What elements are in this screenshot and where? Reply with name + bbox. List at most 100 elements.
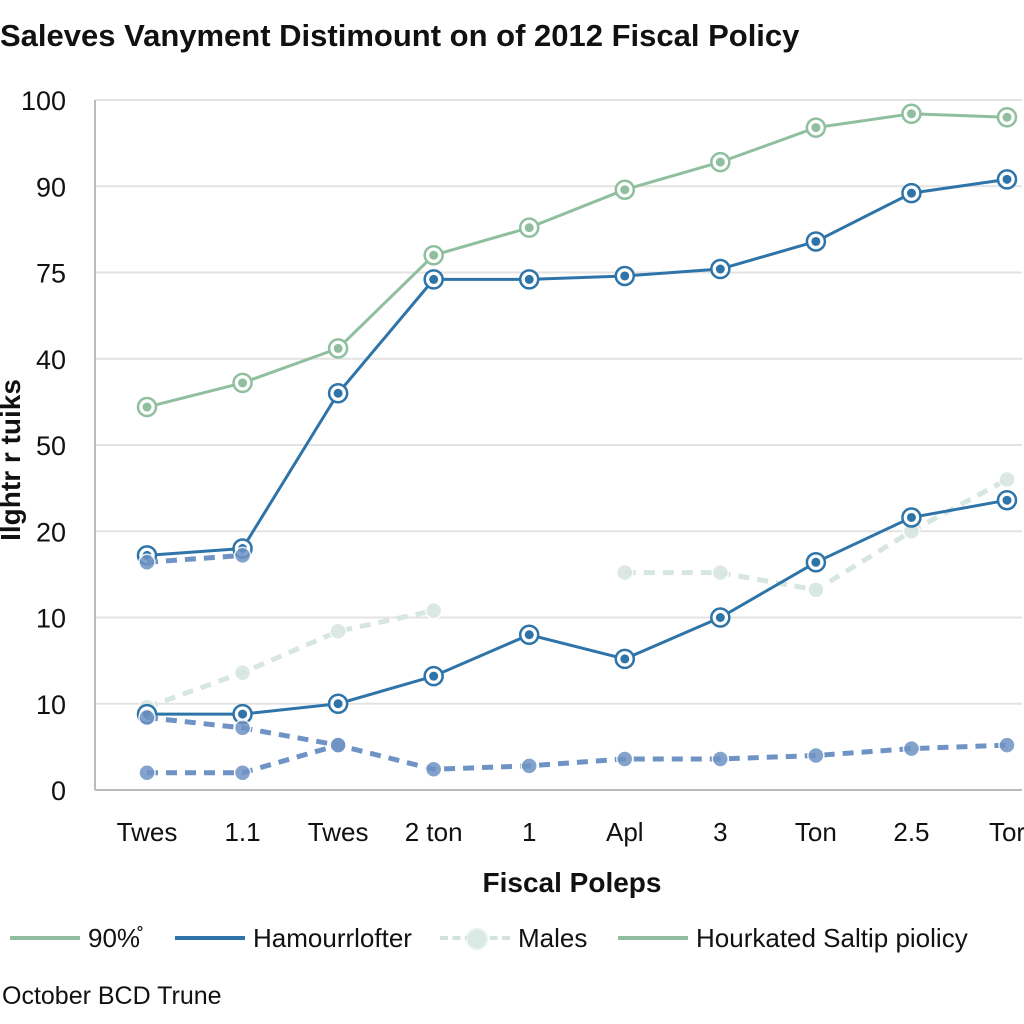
data-point-core xyxy=(238,378,248,388)
data-point-core xyxy=(620,271,630,281)
data-point xyxy=(902,739,921,758)
x-tick-label: 1 xyxy=(522,817,536,847)
data-point xyxy=(233,546,252,565)
data-point-core xyxy=(715,157,725,167)
data-point xyxy=(711,750,730,768)
data-point xyxy=(233,719,252,737)
legend-label: Hourkated Saltip piolicy xyxy=(696,922,968,953)
data-point-core xyxy=(715,264,725,274)
legend-item-90: 90%̊ xyxy=(10,918,140,958)
legend-item-hamourrlofter: Hamourrlofter xyxy=(175,918,412,958)
x-tick-label: 3 xyxy=(713,817,727,847)
footer-note: October BCD Trune xyxy=(2,982,222,1010)
data-point xyxy=(329,736,347,754)
grid xyxy=(95,99,1022,791)
data-point xyxy=(711,563,730,582)
legend-label: Hamourrlofter xyxy=(253,922,412,953)
y-tick-label: 75 xyxy=(36,259,66,289)
x-tick-label: Twes xyxy=(117,817,178,847)
legend-swatch-dot xyxy=(440,926,510,950)
data-point xyxy=(998,470,1016,489)
y-tick-label: 90 xyxy=(36,172,66,202)
x-tick-label: Ton xyxy=(795,817,837,847)
data-point-core xyxy=(620,654,630,664)
data-point-core xyxy=(333,699,343,709)
data-point-core xyxy=(906,109,916,119)
y-axis-ticks: 0 10 10 20 50 40 75 90 100 xyxy=(21,86,66,806)
data-point-core xyxy=(811,236,821,246)
data-point-core xyxy=(906,512,916,522)
series-90- xyxy=(136,103,1018,418)
series-line xyxy=(146,112,1008,409)
x-tick-label: Apl xyxy=(606,817,644,847)
series-males xyxy=(138,470,1016,716)
data-point xyxy=(616,563,634,582)
x-tick-label: 1.1 xyxy=(224,817,260,847)
legend-label: 90%̊ xyxy=(88,922,141,953)
data-point-core xyxy=(1002,495,1012,505)
data-point-core xyxy=(333,388,343,398)
legend-item-males: Males xyxy=(440,918,587,958)
data-point-core xyxy=(715,613,725,622)
data-point xyxy=(424,760,443,779)
data-point xyxy=(233,663,252,682)
data-point-core xyxy=(524,630,534,640)
data-point-core xyxy=(906,188,916,198)
data-point xyxy=(329,622,347,641)
y-tick-label: 100 xyxy=(21,86,66,116)
y-tick-label: 10 xyxy=(36,604,66,634)
data-point-core xyxy=(524,223,534,233)
data-point-core xyxy=(620,185,630,195)
legend-label: Males xyxy=(518,922,588,953)
series-dashed-upper xyxy=(138,546,252,572)
series-line xyxy=(624,477,1009,593)
data-point xyxy=(616,750,634,768)
data-point xyxy=(998,736,1016,754)
data-point-core xyxy=(429,671,439,681)
data-point-core xyxy=(333,343,343,353)
data-point-core xyxy=(429,274,439,284)
legend-swatch-green-line xyxy=(618,936,688,940)
x-tick-label: Tor xyxy=(989,817,1024,847)
y-axis-label: Ilghtr r tuiks xyxy=(0,379,26,541)
data-point xyxy=(233,764,252,782)
data-point xyxy=(424,601,443,620)
data-point-core xyxy=(238,709,248,719)
chart-title: Saleves Vanyment Distimount on of 2012 F… xyxy=(0,18,800,53)
legend-item-hourkated: Hourkated Saltip piolicy xyxy=(618,918,968,958)
y-tick-label: 0 xyxy=(51,776,66,806)
x-axis-ticks: Twes 1.1 Twes 2 ton 1 Apl 3 Ton 2.5 Tor xyxy=(117,817,1024,847)
legend: 90%̊ Hamourrlofter Males Hourkated Salti… xyxy=(0,918,1024,958)
data-point xyxy=(520,757,538,775)
data-point xyxy=(807,746,825,765)
series-line xyxy=(147,742,1008,776)
legend-swatch-blue-line xyxy=(175,936,245,940)
data-point xyxy=(138,553,156,572)
data-point-core xyxy=(1002,112,1012,122)
series-hamourrlofter xyxy=(136,169,1018,566)
data-point-core xyxy=(429,250,439,260)
series-line xyxy=(146,177,1008,557)
data-point-core xyxy=(1002,174,1012,184)
x-tick-label: 2 ton xyxy=(405,817,463,847)
series-hourkated-saltip-piolicy xyxy=(136,489,1018,725)
series-line xyxy=(147,498,1008,716)
x-axis-label: Fiscal Poleps xyxy=(483,867,662,898)
y-tick-label: 40 xyxy=(36,345,66,375)
data-point-core xyxy=(811,123,821,133)
series-line xyxy=(146,552,243,565)
data-point-core xyxy=(524,274,534,284)
series-layer xyxy=(136,103,1018,782)
x-tick-label: Twes xyxy=(308,817,369,847)
legend-swatch-green-line xyxy=(10,936,80,940)
y-tick-label: 50 xyxy=(36,431,66,461)
data-point xyxy=(138,708,156,727)
y-tick-label: 10 xyxy=(36,690,66,720)
data-point xyxy=(138,764,156,782)
data-point-core xyxy=(811,557,821,567)
y-tick-label: 20 xyxy=(36,517,66,547)
series-dashed-lower xyxy=(138,736,1016,782)
data-point xyxy=(807,581,825,599)
series-line xyxy=(146,608,435,710)
